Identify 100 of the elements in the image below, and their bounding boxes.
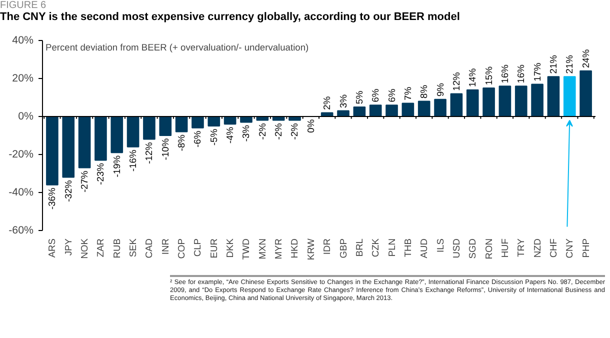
x-tick-label: TRY (516, 238, 526, 257)
x-tick-label: AUD (419, 238, 430, 258)
data-label: -2% (257, 123, 268, 140)
bar (192, 116, 204, 128)
data-label: -8% (176, 134, 187, 152)
x-tick-label: JPY (63, 238, 74, 256)
data-label: -36% (47, 188, 58, 210)
bar (369, 104, 382, 117)
bar (175, 116, 188, 132)
data-label: 6% (370, 88, 381, 102)
bar (418, 100, 430, 117)
x-tick-label: NZD (532, 238, 542, 258)
data-label: -19% (112, 155, 122, 178)
bar (514, 86, 528, 117)
chart-title: The CNY is the second most expensive currency globally, according to our BEER model (0, 11, 460, 24)
x-tick-label: PHP (580, 238, 591, 258)
data-label: -23% (96, 163, 106, 185)
bar (450, 93, 463, 117)
data-label: -2% (274, 123, 284, 140)
data-label: 21% (564, 55, 575, 74)
data-label: 21% (548, 55, 558, 74)
bar (580, 70, 592, 117)
bar (547, 76, 560, 117)
data-label: 6% (386, 88, 397, 102)
x-tick-label: ILS (435, 238, 446, 252)
data-label: 12% (451, 72, 462, 91)
data-label: 2% (322, 96, 332, 110)
data-label: -5% (208, 128, 219, 146)
data-label: 15% (484, 66, 494, 86)
data-label: 17% (532, 62, 542, 82)
data-label: 16% (500, 64, 510, 84)
x-tick-label: SGD (468, 238, 478, 259)
chart-subtitle: Percent deviation from BEER (+ overvaluation/- undervaluation) (46, 42, 309, 52)
bar (159, 116, 172, 136)
x-tick-label: PLN (386, 238, 397, 257)
data-label: -6% (192, 130, 203, 148)
x-tick-label: IDR (322, 238, 332, 255)
x-tick-label: HKD (290, 238, 300, 258)
y-tick-label: -40% (8, 186, 34, 198)
y-tick-label: 0% (18, 110, 34, 122)
x-tick-label: RON (484, 238, 494, 260)
x-tick-label: USD (451, 238, 462, 258)
bar (482, 88, 495, 117)
x-tick-label: TWD (241, 238, 252, 260)
x-tick-label: COP (176, 238, 187, 259)
bar (531, 84, 544, 117)
x-tick-label: INR (160, 238, 170, 255)
bar (110, 116, 124, 154)
x-tick-label: CNY (564, 238, 575, 258)
y-tick-label: 40% (12, 34, 34, 46)
x-tick-label: CHF (548, 238, 558, 258)
bar (94, 116, 107, 161)
data-label: 3% (338, 94, 348, 108)
data-label: 14% (468, 68, 478, 88)
bar (386, 104, 398, 117)
x-tick-label: DKK (225, 238, 236, 258)
x-tick-label: CAD (144, 238, 154, 258)
x-tick-label: KRW (306, 238, 316, 260)
x-tick-label: CLP (192, 238, 203, 257)
x-tick-label: CZK (370, 238, 381, 258)
data-label: 24% (580, 49, 591, 68)
x-tick-label: EUR (208, 238, 219, 258)
data-label: 7% (402, 86, 413, 100)
data-label: -16% (128, 150, 138, 172)
bar (434, 98, 446, 117)
data-label: 9% (435, 83, 446, 97)
x-tick-label: ARS (47, 238, 58, 258)
bar (402, 102, 414, 117)
data-label: 5% (354, 90, 364, 104)
x-tick-label: ZAR (96, 238, 106, 258)
x-tick-label: NOK (80, 238, 90, 259)
x-tick-label: SEK (128, 238, 138, 258)
x-tick-label: MXN (257, 238, 268, 260)
bar (62, 116, 75, 178)
bar (46, 116, 58, 186)
x-tick-label: MYR (274, 238, 284, 260)
bar (126, 116, 140, 148)
bar (466, 89, 479, 117)
bar (563, 76, 576, 117)
data-label: -32% (63, 180, 74, 202)
data-label: -2% (290, 123, 300, 140)
x-tick-label: GBP (338, 238, 348, 258)
bar (78, 116, 91, 168)
data-label: 16% (516, 64, 526, 84)
bar (208, 116, 220, 126)
data-label: -3% (241, 125, 252, 142)
y-tick-label: -20% (8, 148, 34, 160)
x-tick-label: BRL (354, 238, 364, 257)
bar (498, 86, 512, 117)
y-tick-label: -60% (8, 224, 34, 236)
data-label: 8% (419, 84, 430, 98)
data-label: -12% (144, 142, 154, 164)
caption: FIGURE 6 (0, 0, 48, 11)
bar (143, 116, 156, 140)
data-label: -10% (160, 138, 170, 160)
data-label: 0% (306, 119, 316, 133)
y-tick-label: 20% (12, 72, 34, 84)
x-tick-label: RUB (112, 238, 122, 258)
data-label: -4% (225, 126, 236, 144)
data-label: -27% (80, 170, 90, 192)
